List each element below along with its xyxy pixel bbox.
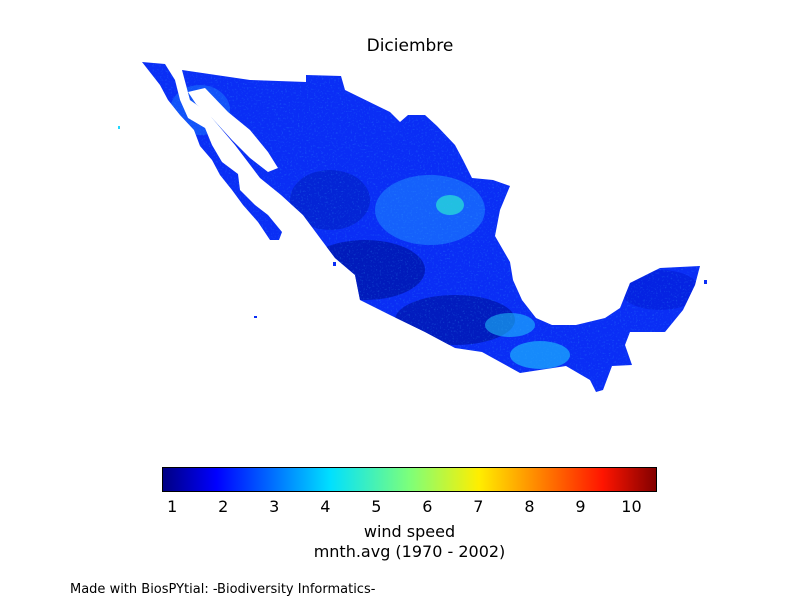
colorbar-tick-label: 1: [167, 497, 178, 516]
colorbar-sublabel: mnth.avg (1970 - 2002): [313, 542, 506, 561]
islands: [118, 126, 707, 318]
colorbar-tick-label: 4: [320, 497, 331, 516]
colorbar-tick-label: 2: [218, 497, 229, 516]
colorbar-tick-label: 10: [621, 497, 642, 516]
colorbar: [162, 467, 657, 492]
colorbar-tick-label: 3: [269, 497, 280, 516]
colorbar-tick-label: 5: [371, 497, 382, 516]
colorbar-tick-label: 8: [524, 497, 535, 516]
map-title: Diciembre: [366, 36, 454, 56]
colorbar-tick-label: 9: [575, 497, 586, 516]
colorbar-gradient: [162, 467, 657, 492]
gulf-of-california: [188, 88, 278, 172]
colorbar-tick-label: 6: [422, 497, 433, 516]
colorbar-label: wind speed: [363, 522, 456, 541]
colorbar-tick-label: 7: [473, 497, 484, 516]
colorbar-fill: [162, 467, 657, 492]
footer-credit: Made with BiosPYtial: -Biodiversity Info…: [70, 582, 376, 597]
